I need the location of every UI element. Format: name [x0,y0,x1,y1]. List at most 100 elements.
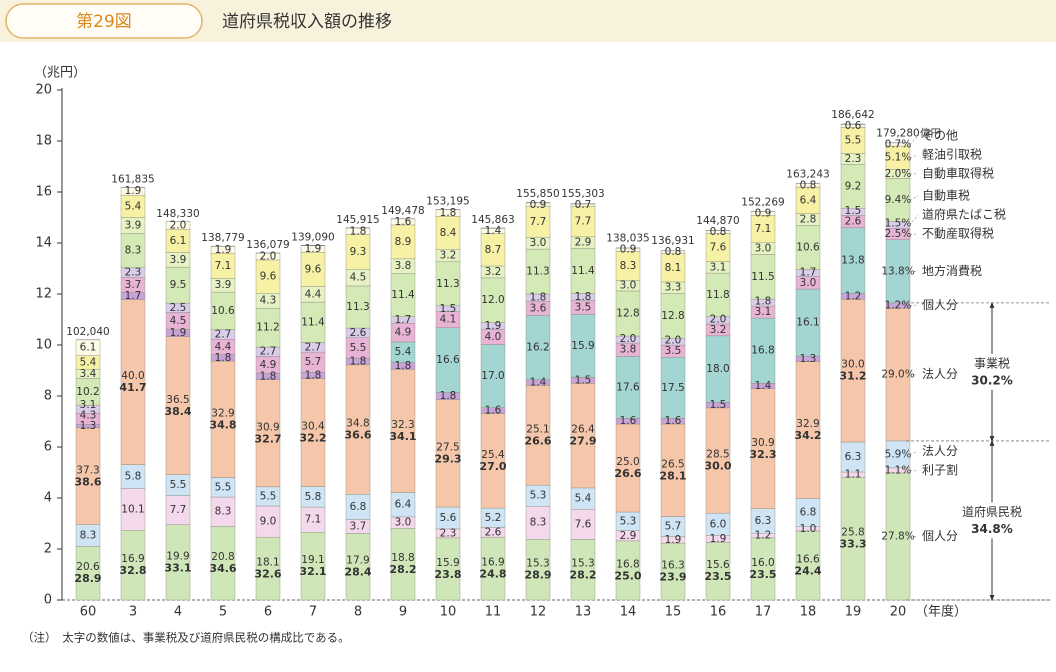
bar-segment [885,472,911,601]
group-share-label: 32.7 [254,432,281,445]
segment-label: 3.0 [800,277,817,289]
segment-label: 8.1 [665,262,682,274]
segment-label: 3.0 [530,237,547,249]
bar-segment [885,308,911,442]
segment-label: 4.4 [215,341,232,353]
x-tick-label: 4 [174,605,182,620]
segment-label: 11.3 [436,278,459,290]
segment-label: 1.8 [215,352,232,364]
segment-label: 16.9 [121,553,144,565]
group-share-label: 28.2 [389,563,416,576]
bar-segment [300,506,326,533]
group-share-label: 32.3 [749,448,776,461]
segment-label: 34.8 [346,418,369,430]
segment-label: 30.4 [301,421,325,433]
segment-label: 6.8 [350,501,367,513]
segment-label: 5.3 [620,515,637,527]
segment-label: 11.3 [346,301,369,313]
segment-label: 19.9 [166,550,189,562]
segment-label: 8.9 [395,236,412,248]
x-tick-label: 11 [485,605,502,620]
x-tick-label: 8 [354,605,362,620]
bar-segment [210,526,236,601]
bar-segment [615,290,641,337]
bar-segment [795,361,821,499]
segment-label: 2.6 [485,526,502,538]
segment-label: 3.0 [755,243,772,255]
segment-label: 8.3 [80,530,97,542]
segment-label: 1.8 [530,292,547,304]
segment-label: 3.8 [620,344,637,356]
segment-label: 6.0 [710,518,727,530]
segment-label: 13.8% [881,265,914,277]
group-share-label: 30.0 [704,460,731,473]
legend-label: その他 [922,128,958,142]
page-title: 道府県税収入額の推移 [222,12,392,32]
bar-segment [525,206,551,238]
segment-label: 29.0% [881,369,914,381]
segment-label: 1.3 [80,420,97,432]
segment-label: 30.0 [841,359,864,371]
bar-segment [795,498,821,527]
segment-label: 12.8 [661,310,684,322]
bar-segment [300,532,326,601]
segment-label: 3.0 [620,280,637,292]
legend-label: 道府県たばこ税 [922,207,1006,222]
bar-segment [300,252,326,287]
group-share-label: 24.8 [479,568,506,581]
segment-label: 3.2 [485,266,502,278]
segment-label: 16.0 [751,557,774,569]
segment-label: 15.9 [436,557,459,569]
segment-label: 26.5 [661,458,684,470]
bar-segment [840,124,866,128]
bar-segment [480,344,506,408]
segment-label: 2.6 [350,327,367,339]
segment-label: 3.5 [665,345,682,357]
segment-label: 19.1 [301,554,324,566]
bar-segment [525,248,551,295]
total-label: 139,090 [291,231,334,243]
segment-label: 10.6 [211,305,235,317]
segment-label: 11.5 [751,271,774,283]
segment-label: 1.7 [800,266,817,278]
total-label: 138,779 [201,232,244,244]
group-share-label: 32.8 [119,564,146,577]
y-tick-label: 4 [44,491,52,506]
segment-label: 27.5 [436,441,459,453]
segment-label: 7.1 [755,223,772,235]
segment-label: 17.9 [346,555,369,567]
segment-label: 10.1 [121,503,144,515]
segment-label: 5.8 [125,471,142,483]
segment-label: 1.5 [440,303,457,315]
segment-label: 1.6 [620,415,637,427]
bar-segment [300,245,326,253]
group-share-label: 32.6 [254,568,281,581]
segment-label: 6.1 [80,342,97,354]
segment-label: 1.9 [485,320,502,332]
bar-segment [120,530,146,601]
bar-segment [480,413,506,509]
total-label: 148,330 [156,208,199,220]
x-tick-label: 12 [530,605,547,620]
segment-label: 0.9 [755,207,772,219]
segment-label: 30.9 [256,421,279,433]
segment-label: 7.6 [575,518,592,530]
bar-segment [705,335,731,403]
bar-segment [840,299,866,443]
bar-segment [390,528,416,601]
group-share-label: 23.5 [704,570,731,583]
x-tick-label: 15 [665,605,682,620]
segment-label: 1.1 [845,469,862,481]
segment-label: 3.7 [125,279,142,291]
total-label: 153,195 [426,195,469,207]
segment-label: 0.7 [575,199,592,211]
bar-segment [210,291,236,330]
segment-label: 1.9 [710,533,727,545]
bar-segment [480,228,506,234]
bar-segment [165,266,191,304]
segment-label: 2.9 [575,237,592,249]
total-label: 145,863 [471,214,514,226]
bar-segment [795,186,821,214]
segment-label: 2.6 [845,216,862,228]
segment-label: 1.3 [800,353,817,365]
